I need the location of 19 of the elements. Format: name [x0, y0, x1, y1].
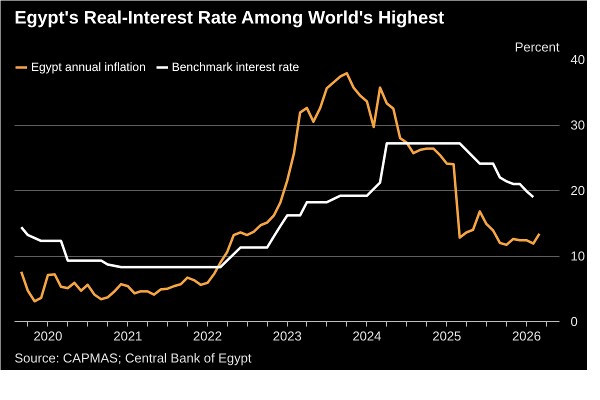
- y-tick-label: 20: [570, 183, 585, 198]
- y-tick-label: 10: [570, 248, 585, 264]
- x-tick-label: 2025: [432, 328, 462, 344]
- chart-title: Egypt's Real-Interest Rate Among World's Highest: [14, 8, 444, 28]
- x-tick-label: 2023: [272, 328, 302, 344]
- x-tick-label: 2020: [33, 328, 62, 344]
- legend-label: Egypt annual inflation: [31, 60, 146, 74]
- y-axis-title: Percent: [514, 40, 560, 54]
- x-tick-label: 2022: [193, 328, 222, 344]
- y-tick-label: 0: [570, 314, 578, 329]
- y-tick-label: 40: [570, 52, 585, 67]
- y-tick-label: 30: [570, 118, 585, 132]
- line-series: [20, 142, 535, 268]
- x-tick-label: 2024: [352, 328, 382, 344]
- source-note: Source: CAPMAS; Central Bank of Egypt: [14, 350, 252, 366]
- line-series: [20, 72, 541, 302]
- x-tick-label: 2026: [512, 328, 541, 344]
- legend-label: Benchmark interest rate: [172, 60, 300, 74]
- x-tick-label: 2021: [113, 328, 142, 344]
